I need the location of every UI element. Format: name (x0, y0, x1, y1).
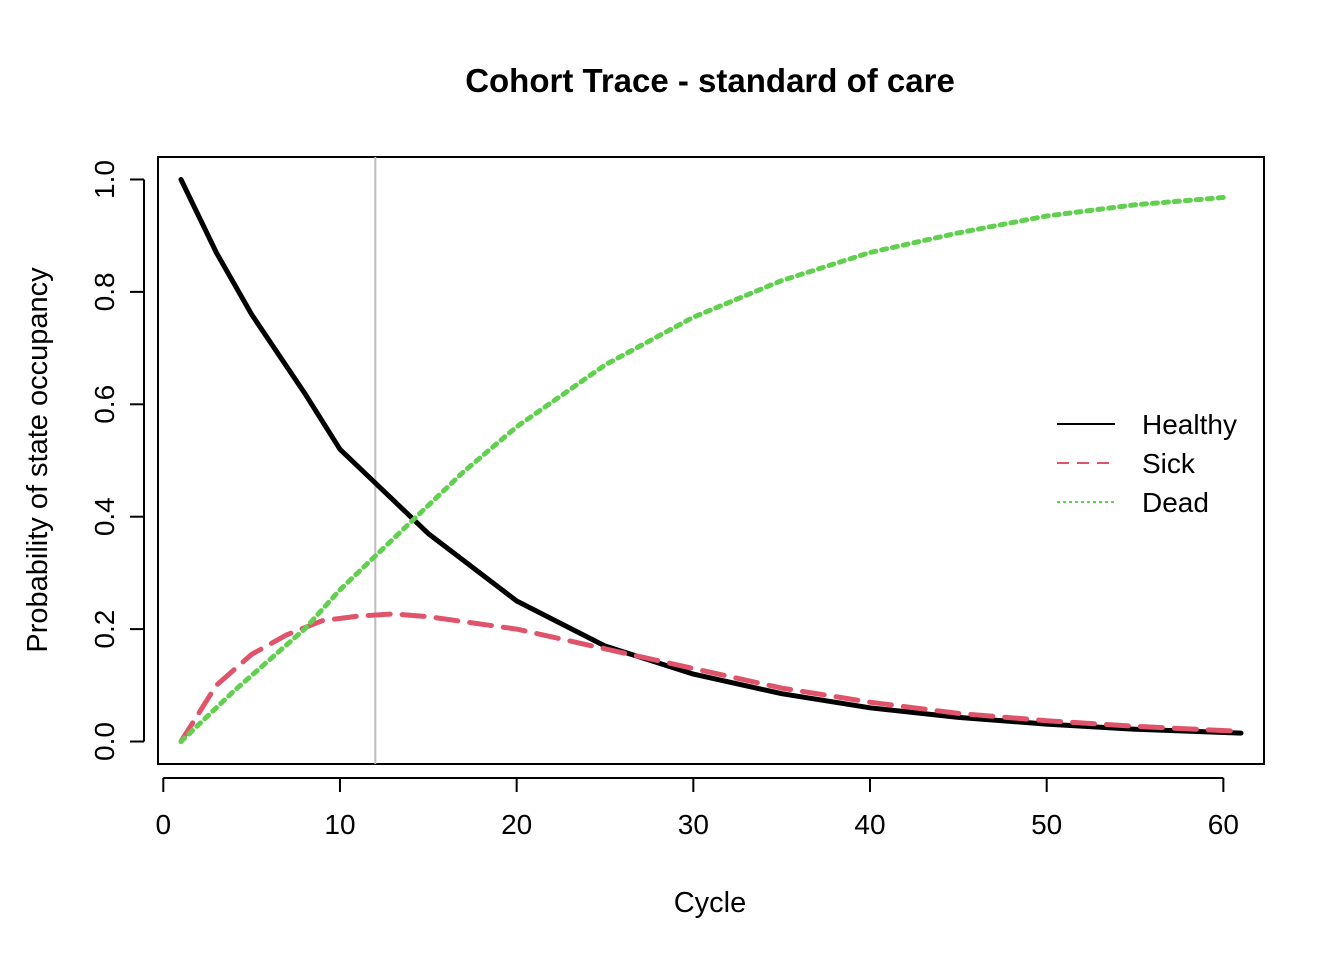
plot-area-border (157, 156, 1265, 765)
y-tick-label: 0.2 (89, 610, 120, 649)
x-tick-label: 0 (156, 809, 172, 840)
series-line-sick (178, 611, 1244, 744)
y-tick-label: 0.0 (89, 722, 120, 761)
y-tick-label: 0.6 (89, 385, 120, 424)
x-axis: 0 10 20 30 40 50 60 (156, 777, 1239, 840)
y-tick-label: 0.4 (89, 497, 120, 536)
series-layer (178, 177, 1244, 744)
x-tick-label: 50 (1031, 809, 1062, 840)
x-tick-label: 30 (678, 809, 709, 840)
series-line-dead (178, 195, 1226, 744)
y-axis: 0.0 0.2 0.4 0.6 0.8 1.0 (89, 160, 145, 761)
legend-label-sick: Sick (1142, 448, 1196, 479)
legend-label-healthy: Healthy (1142, 409, 1237, 440)
series-line-healthy (178, 177, 1244, 736)
chart-title: Cohort Trace - standard of care (465, 62, 955, 99)
x-axis-label: Cycle (674, 887, 747, 919)
x-tick-label: 20 (501, 809, 532, 840)
legend: Healthy Sick Dead (1057, 409, 1237, 518)
legend-label-dead: Dead (1142, 487, 1209, 518)
y-tick-label: 0.8 (89, 272, 120, 311)
y-axis-label: Probability of state occupancy (22, 267, 54, 653)
x-tick-label: 40 (854, 809, 885, 840)
x-tick-label: 10 (324, 809, 355, 840)
y-tick-label: 1.0 (89, 160, 120, 199)
x-tick-label: 60 (1208, 809, 1239, 840)
